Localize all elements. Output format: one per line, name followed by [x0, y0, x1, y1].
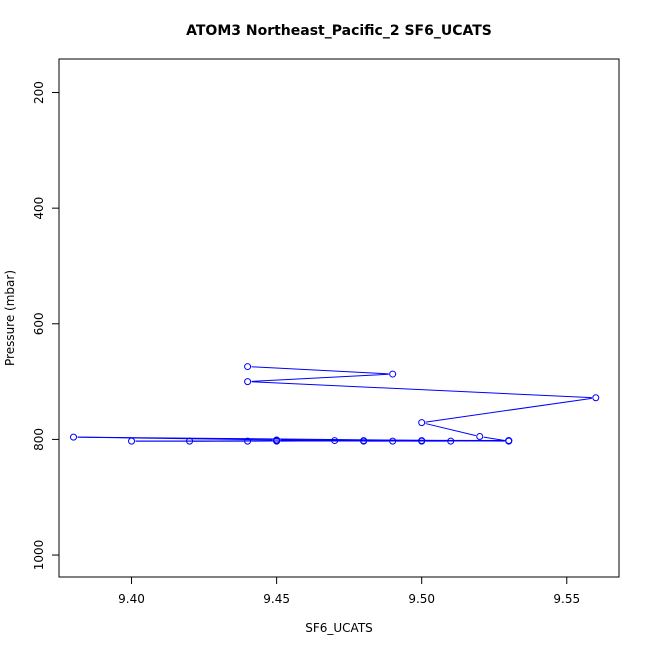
- series-line-segment: [483, 436, 505, 442]
- data-point: [418, 419, 426, 427]
- series-line-segment: [425, 397, 592, 423]
- data-point: [389, 370, 397, 378]
- series-line-segment: [251, 373, 389, 382]
- data-point: [331, 437, 339, 445]
- y-axis-label: Pressure (mbar): [3, 270, 17, 366]
- data-point: [418, 437, 426, 445]
- y-tick-label: 600: [32, 312, 46, 335]
- y-tick-label: 200: [32, 81, 46, 104]
- plot-frame: [58, 58, 620, 578]
- data-point: [244, 363, 252, 371]
- data-point: [244, 378, 252, 386]
- data-series: [70, 363, 600, 445]
- data-point: [244, 437, 252, 445]
- series-line-segment: [77, 436, 273, 441]
- y-tick-label: 1000: [32, 540, 46, 571]
- data-point: [592, 394, 600, 402]
- x-tick-label: 9.45: [263, 592, 290, 606]
- data-point: [186, 437, 194, 445]
- x-axis: 9.40 9.45 9.50 9.55: [118, 576, 580, 606]
- data-point: [128, 437, 136, 445]
- data-point: [389, 437, 397, 445]
- x-tick-label: 9.55: [553, 592, 580, 606]
- x-tick-label: 9.50: [408, 592, 435, 606]
- series-line-segment: [251, 381, 592, 399]
- data-point: [505, 437, 513, 445]
- x-tick-label: 9.40: [118, 592, 145, 606]
- series-line-segment: [280, 440, 360, 442]
- data-point: [360, 437, 368, 445]
- data-point: [447, 437, 455, 445]
- chart-title: ATOM3 Northeast_Pacific_2 SF6_UCATS: [186, 23, 492, 39]
- x-axis-label: SF6_UCATS: [305, 621, 373, 635]
- y-tick-label: 400: [32, 197, 46, 220]
- series-line-segment: [251, 366, 389, 375]
- y-tick-label: 800: [32, 428, 46, 451]
- data-point: [476, 433, 484, 441]
- y-axis: 200 400 600 800 1000: [32, 81, 60, 571]
- data-point: [70, 433, 78, 441]
- data-point: [273, 437, 281, 445]
- series-line-segment: [425, 423, 476, 437]
